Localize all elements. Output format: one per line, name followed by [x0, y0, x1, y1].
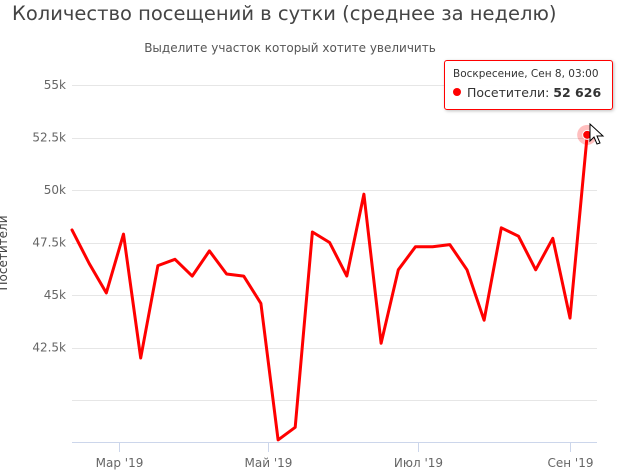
series-dot-icon — [453, 88, 461, 96]
data-point — [396, 268, 400, 272]
data-point — [551, 236, 555, 240]
data-point — [448, 243, 452, 247]
x-tick-label: Май '19 — [245, 456, 293, 470]
data-point — [516, 234, 520, 238]
chart-title: Количество посещений в сутки (среднее за… — [12, 2, 557, 25]
data-point — [173, 257, 177, 261]
data-point — [465, 268, 469, 272]
data-point — [70, 228, 74, 232]
data-point — [310, 230, 314, 234]
tooltip-line: Посетители: 52 626 — [453, 85, 601, 100]
data-point — [499, 226, 503, 230]
chart-subtitle: Выделите участок который хотите увеличит… — [144, 41, 436, 55]
x-tick-label: Мар '19 — [96, 456, 144, 470]
data-point — [362, 192, 366, 196]
data-point — [104, 291, 108, 295]
data-point — [379, 341, 383, 345]
data-point — [345, 274, 349, 278]
tooltip-value: 52 626 — [553, 85, 602, 100]
data-point — [568, 316, 572, 320]
y-tick-label: 50k — [44, 183, 66, 197]
data-point — [482, 318, 486, 322]
axes: 42.5k 45k 47.5k 50k 52.5k 55k Мар '19 Май '19 Ию… — [0, 78, 597, 470]
series-line — [70, 133, 589, 442]
data-point — [87, 262, 91, 266]
y-axis-label: Посетители — [0, 216, 10, 291]
y-tick-label: 47.5k — [32, 236, 66, 250]
grid-lines — [72, 85, 597, 401]
y-tick-label: 55k — [44, 78, 66, 92]
data-point — [156, 264, 160, 268]
data-point — [225, 272, 229, 276]
tooltip: Воскресение, Сен 8, 03:00 Посетители: 52… — [444, 60, 613, 110]
data-point — [293, 425, 297, 429]
series-layer — [70, 133, 589, 442]
y-tick-label: 52.5k — [32, 131, 66, 145]
x-tick-label: Июл '19 — [394, 456, 443, 470]
tooltip-series-label: Посетители: — [467, 85, 550, 100]
x-tick-label: Сен '19 — [548, 456, 594, 470]
data-point — [259, 301, 263, 305]
mouse-cursor-icon — [589, 122, 605, 145]
y-tick-label: 45k — [44, 288, 66, 302]
tooltip-date: Воскресение, Сен 8, 03:00 — [453, 68, 599, 80]
data-point — [328, 241, 332, 245]
data-point — [276, 438, 280, 442]
data-point — [413, 245, 417, 249]
data-point — [431, 245, 435, 249]
data-point — [139, 356, 143, 360]
data-point — [534, 268, 538, 272]
data-point — [190, 274, 194, 278]
data-point — [242, 274, 246, 278]
data-point — [122, 232, 126, 236]
y-tick-label: 42.5k — [32, 341, 66, 355]
data-point — [207, 249, 211, 253]
